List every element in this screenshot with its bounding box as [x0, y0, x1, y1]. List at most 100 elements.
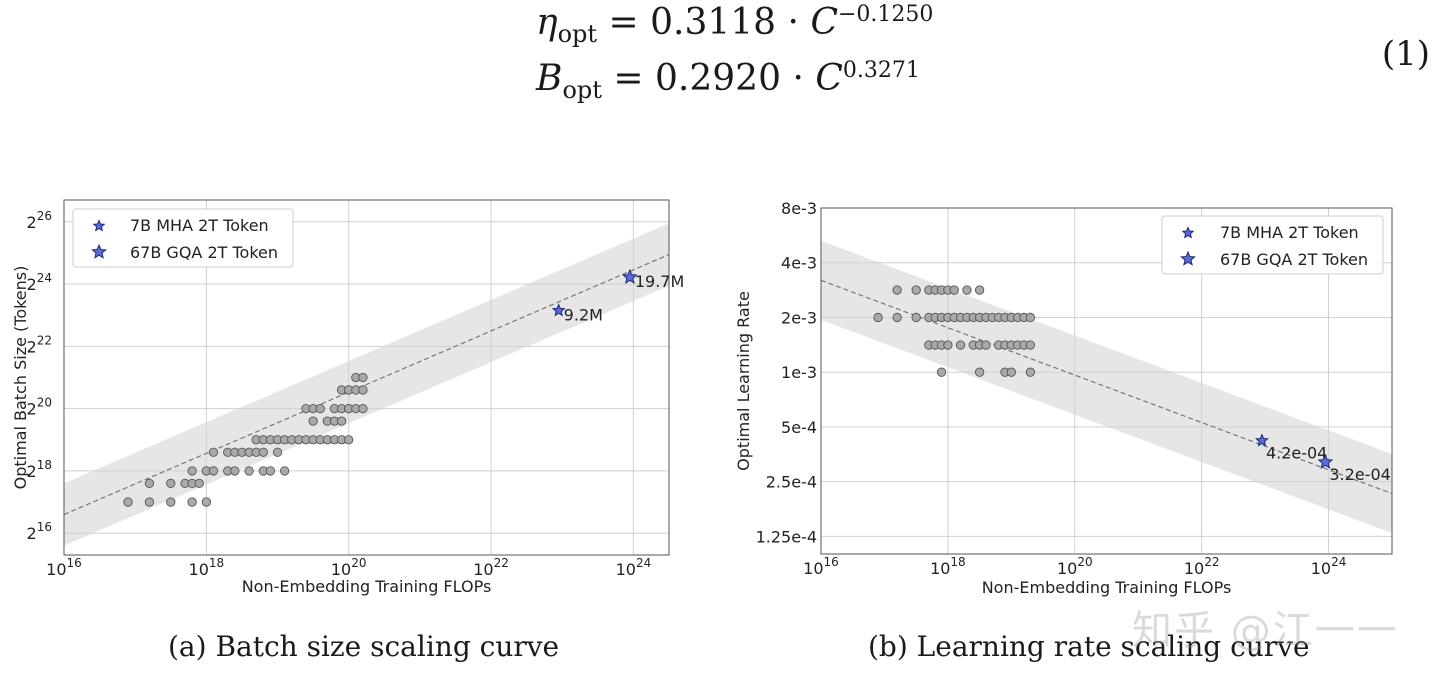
eq2-equals: = — [613, 58, 644, 99]
a-legend-box — [72, 208, 294, 268]
b-x-tick-label: 1024 — [1311, 555, 1347, 578]
a-data-point — [187, 497, 197, 507]
b-fit-line — [820, 279, 1393, 495]
a-x-tick-label: 1018 — [189, 556, 225, 579]
caption-learning-rate: (b) Learning rate scaling curve — [868, 630, 1310, 663]
b-data-point — [955, 340, 966, 350]
eq2-coefficient: 0.2920 — [655, 58, 781, 99]
b-data-point — [943, 340, 953, 350]
a-y-tick-label: 218 — [27, 458, 52, 481]
b-star-label: 3.2e-04 — [1329, 465, 1390, 484]
eq1-exponent: −0.1250 — [838, 2, 934, 27]
a-data-point — [208, 447, 219, 457]
a-data-point — [279, 466, 290, 476]
b-data-point — [981, 340, 991, 350]
a-legend-entry: 67B GQA 2T Token — [130, 243, 278, 262]
b-data-point — [974, 285, 985, 295]
a-y-tick-label: 216 — [27, 520, 52, 543]
b-legend-entry: 67B GQA 2T Token — [1220, 250, 1368, 269]
a-y-tick-label: 226 — [27, 209, 52, 232]
b-legend-box — [1161, 215, 1384, 275]
b-star-marker — [1254, 433, 1269, 447]
b-data-point — [962, 285, 972, 295]
a-y-tick-label: 220 — [27, 396, 52, 419]
caption-batch-size: (a) Batch size scaling curve — [168, 630, 560, 663]
b-x-tick-label: 1016 — [803, 555, 839, 578]
b-legend-star-large — [1180, 250, 1196, 266]
a-data-point — [194, 478, 204, 489]
b-data-point — [974, 367, 985, 377]
a-data-point — [265, 466, 276, 476]
b-data-point — [892, 285, 902, 295]
a-legend-star-small — [92, 219, 106, 232]
a-data-point — [144, 497, 155, 507]
b-y-tick-label: 2.5e-4 — [766, 473, 817, 492]
b-x-tick-label: 1022 — [1184, 555, 1220, 578]
eq2-lhs-subscript: opt — [562, 76, 602, 105]
eq2-lhs-symbol: B — [536, 58, 563, 99]
eq1-lhs-symbol: η — [536, 2, 558, 43]
eq1-lhs-subscript: opt — [557, 20, 598, 49]
a-y-tick-label: 224 — [27, 271, 52, 294]
b-plot-frame — [820, 207, 1393, 555]
a-star-label: 9.2M — [564, 306, 603, 325]
a-fit-line — [63, 253, 670, 516]
a-x-tick-label: 1020 — [331, 556, 367, 579]
b-x-tick-label: 1018 — [930, 555, 966, 578]
eq2-dot: · — [792, 58, 804, 99]
a-x-axis-label: Non-Embedding Training FLOPs — [242, 577, 492, 596]
equation-number: (1) — [1381, 34, 1430, 74]
a-data-point — [144, 478, 155, 489]
b-y-tick-label: 1e-3 — [781, 363, 817, 382]
b-y-tick-label: 5e-4 — [781, 418, 817, 437]
a-data-point — [166, 497, 176, 507]
watermark: 知乎 @江一一 — [1132, 608, 1399, 654]
a-star-label: 19.7M — [635, 272, 684, 291]
b-y-tick-label: 4e-3 — [781, 254, 817, 273]
a-data-point — [244, 466, 254, 476]
b-data-point — [936, 367, 947, 377]
a-data-point — [358, 403, 368, 414]
eq2-exponent: 0.3271 — [842, 58, 920, 83]
a-data-point — [358, 372, 368, 383]
a-data-point — [201, 497, 212, 507]
a-data-point — [258, 447, 268, 457]
a-data-point — [187, 466, 197, 476]
a-data-point — [166, 478, 176, 489]
a-y-axis-label: Optimal Batch Size (Tokens) — [11, 266, 30, 490]
a-data-point — [230, 466, 240, 476]
b-x-axis-label: Non-Embedding Training FLOPs — [982, 578, 1232, 597]
eq2-variable: C — [815, 58, 843, 99]
b-data-point — [911, 312, 921, 323]
b-y-tick-label: 2e-3 — [781, 308, 817, 327]
b-x-tick-label: 1020 — [1057, 555, 1093, 578]
b-star-marker — [1317, 453, 1334, 469]
b-data-point — [1025, 367, 1036, 377]
b-data-point — [1006, 367, 1016, 377]
a-legend-entry: 7B MHA 2T Token — [130, 216, 269, 235]
a-x-tick-label: 1024 — [616, 556, 652, 579]
a-x-tick-label: 1016 — [46, 556, 82, 579]
eq1-coefficient: 0.3118 — [650, 2, 777, 43]
a-data-point — [272, 447, 283, 457]
b-data-point — [1025, 340, 1036, 350]
a-y-tick-label: 222 — [27, 333, 52, 356]
a-data-point — [123, 497, 133, 507]
b-y-tick-label: 1.25e-4 — [756, 527, 817, 546]
equation-eta-opt: ηopt = 0.3118 · C−0.1250 — [536, 2, 933, 48]
a-data-point — [344, 435, 354, 445]
b-data-point — [1025, 312, 1036, 323]
eq1-equals: = — [608, 2, 639, 43]
a-legend-star-large — [91, 243, 107, 259]
a-data-point — [308, 416, 318, 426]
equation-b-opt: Bopt = 0.2920 · C0.3271 — [536, 58, 920, 104]
a-data-point — [358, 385, 368, 395]
b-data-point — [949, 285, 959, 295]
eq1-dot: · — [787, 2, 799, 43]
eq1-variable: C — [810, 2, 838, 43]
b-data-point — [911, 285, 921, 295]
b-data-point — [873, 312, 883, 323]
b-y-axis-label: Optimal Learning Rate — [734, 291, 753, 471]
b-star-label: 4.2e-04 — [1266, 444, 1327, 463]
b-legend-star-small — [1181, 226, 1195, 239]
